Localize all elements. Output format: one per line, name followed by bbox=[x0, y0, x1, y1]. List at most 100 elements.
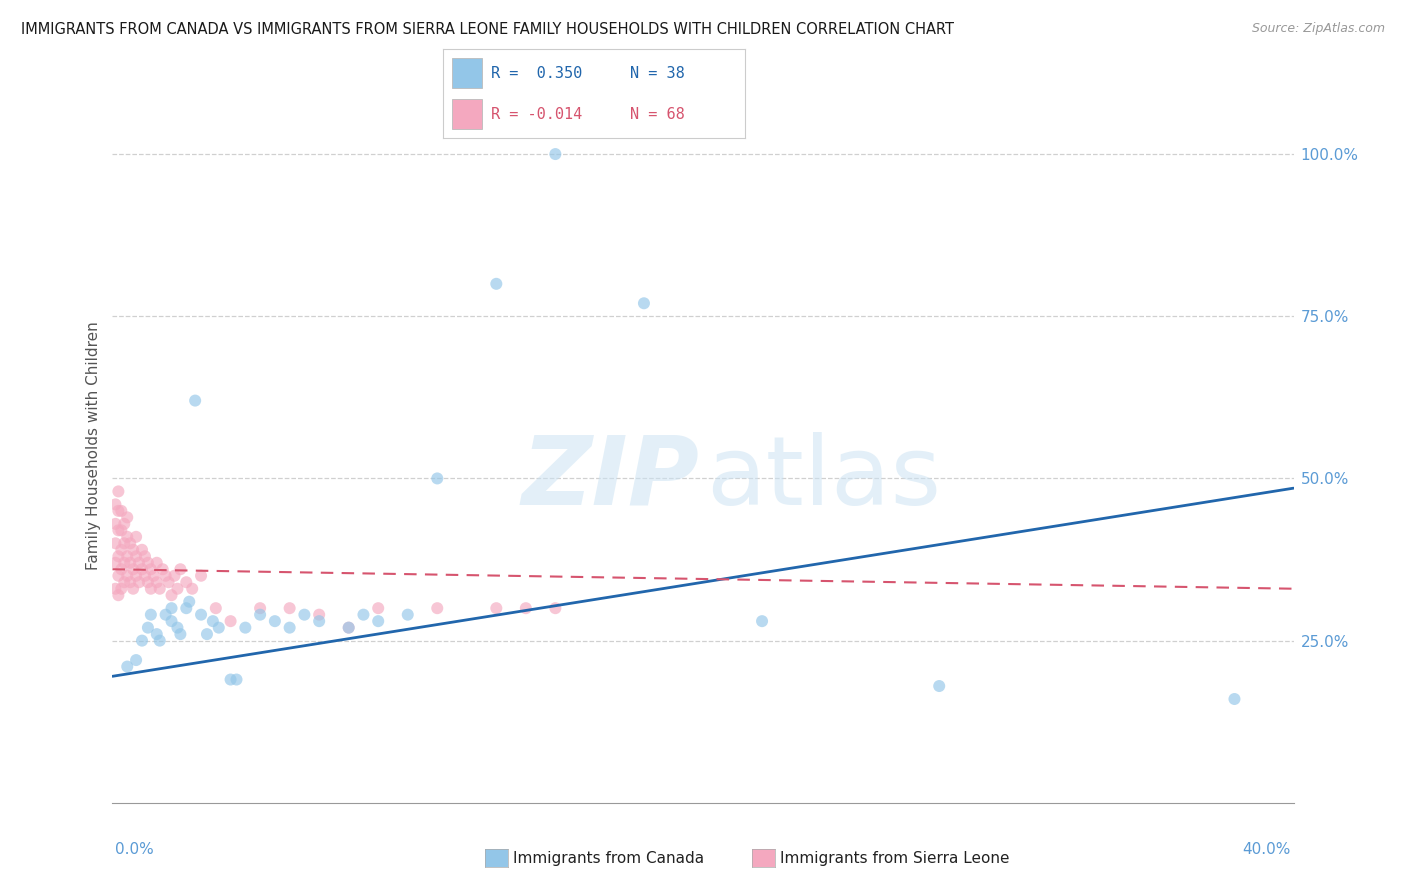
Point bbox=[928, 679, 950, 693]
Point bbox=[751, 614, 773, 628]
Point bbox=[190, 607, 212, 622]
Point bbox=[110, 562, 132, 576]
Point bbox=[166, 582, 188, 596]
Text: Source: ZipAtlas.com: Source: ZipAtlas.com bbox=[1251, 22, 1385, 36]
Point bbox=[278, 601, 301, 615]
Text: 0.0%: 0.0% bbox=[115, 842, 155, 856]
Point bbox=[146, 556, 169, 570]
Point bbox=[107, 504, 129, 518]
Point bbox=[426, 471, 449, 485]
Point bbox=[174, 575, 197, 590]
Point bbox=[131, 542, 153, 557]
Point bbox=[225, 673, 247, 687]
Point bbox=[122, 562, 145, 576]
Point bbox=[544, 147, 567, 161]
Point bbox=[308, 607, 330, 622]
Text: Immigrants from Canada: Immigrants from Canada bbox=[513, 851, 704, 865]
Text: N = 68: N = 68 bbox=[630, 107, 685, 121]
Point bbox=[190, 568, 212, 582]
Point bbox=[110, 504, 132, 518]
Point bbox=[139, 607, 162, 622]
Point bbox=[104, 516, 127, 531]
Point bbox=[104, 582, 127, 596]
Point bbox=[104, 497, 127, 511]
Point bbox=[149, 633, 172, 648]
Point bbox=[136, 621, 159, 635]
Point bbox=[155, 568, 177, 582]
Point bbox=[125, 530, 148, 544]
Point bbox=[337, 621, 360, 635]
Point bbox=[169, 562, 191, 576]
Point bbox=[112, 536, 135, 550]
Point bbox=[142, 568, 165, 582]
Point bbox=[139, 582, 162, 596]
Bar bbox=[451, 58, 482, 88]
Point bbox=[128, 556, 150, 570]
Point bbox=[146, 575, 169, 590]
Point bbox=[1223, 692, 1246, 706]
Point bbox=[155, 607, 177, 622]
Point bbox=[112, 575, 135, 590]
Point bbox=[104, 556, 127, 570]
Point bbox=[146, 627, 169, 641]
Point bbox=[308, 614, 330, 628]
Point bbox=[134, 568, 156, 582]
Point bbox=[104, 536, 127, 550]
Point bbox=[195, 627, 218, 641]
Point bbox=[249, 607, 271, 622]
Point bbox=[117, 549, 138, 564]
Point bbox=[174, 601, 197, 615]
Point bbox=[515, 601, 537, 615]
Point bbox=[396, 607, 419, 622]
Point bbox=[426, 601, 449, 615]
Point bbox=[179, 595, 201, 609]
Point bbox=[367, 601, 389, 615]
Point bbox=[107, 484, 129, 499]
Point bbox=[125, 653, 148, 667]
Point bbox=[367, 614, 389, 628]
Point bbox=[131, 633, 153, 648]
Point bbox=[117, 530, 138, 544]
Point bbox=[122, 542, 145, 557]
Point bbox=[152, 562, 174, 576]
Point bbox=[264, 614, 287, 628]
Point bbox=[120, 575, 142, 590]
Text: R = -0.014: R = -0.014 bbox=[491, 107, 582, 121]
Point bbox=[122, 582, 145, 596]
Text: ZIP: ZIP bbox=[522, 432, 699, 524]
Point bbox=[110, 582, 132, 596]
Point bbox=[485, 277, 508, 291]
Point bbox=[633, 296, 655, 310]
Point bbox=[117, 659, 138, 673]
Point bbox=[485, 601, 508, 615]
Point bbox=[169, 627, 191, 641]
Point bbox=[157, 575, 180, 590]
Point bbox=[219, 673, 242, 687]
Point bbox=[110, 524, 132, 538]
Point bbox=[110, 542, 132, 557]
Point bbox=[249, 601, 271, 615]
Point bbox=[107, 588, 129, 602]
Point bbox=[292, 607, 315, 622]
Point bbox=[149, 582, 172, 596]
Point bbox=[131, 562, 153, 576]
Point bbox=[112, 556, 135, 570]
Y-axis label: Family Households with Children: Family Households with Children bbox=[86, 322, 101, 570]
Point bbox=[112, 516, 135, 531]
Point bbox=[117, 510, 138, 524]
Point bbox=[107, 549, 129, 564]
Text: R =  0.350: R = 0.350 bbox=[491, 66, 582, 80]
Point bbox=[278, 621, 301, 635]
Point bbox=[120, 536, 142, 550]
Point bbox=[125, 549, 148, 564]
Point bbox=[139, 562, 162, 576]
Text: 40.0%: 40.0% bbox=[1243, 842, 1291, 856]
Point bbox=[208, 621, 231, 635]
Point bbox=[160, 601, 183, 615]
Point bbox=[166, 621, 188, 635]
Point bbox=[125, 568, 148, 582]
Point bbox=[160, 614, 183, 628]
Point bbox=[136, 556, 159, 570]
Text: IMMIGRANTS FROM CANADA VS IMMIGRANTS FROM SIERRA LEONE FAMILY HOUSEHOLDS WITH CH: IMMIGRANTS FROM CANADA VS IMMIGRANTS FRO… bbox=[21, 22, 955, 37]
Point bbox=[201, 614, 224, 628]
